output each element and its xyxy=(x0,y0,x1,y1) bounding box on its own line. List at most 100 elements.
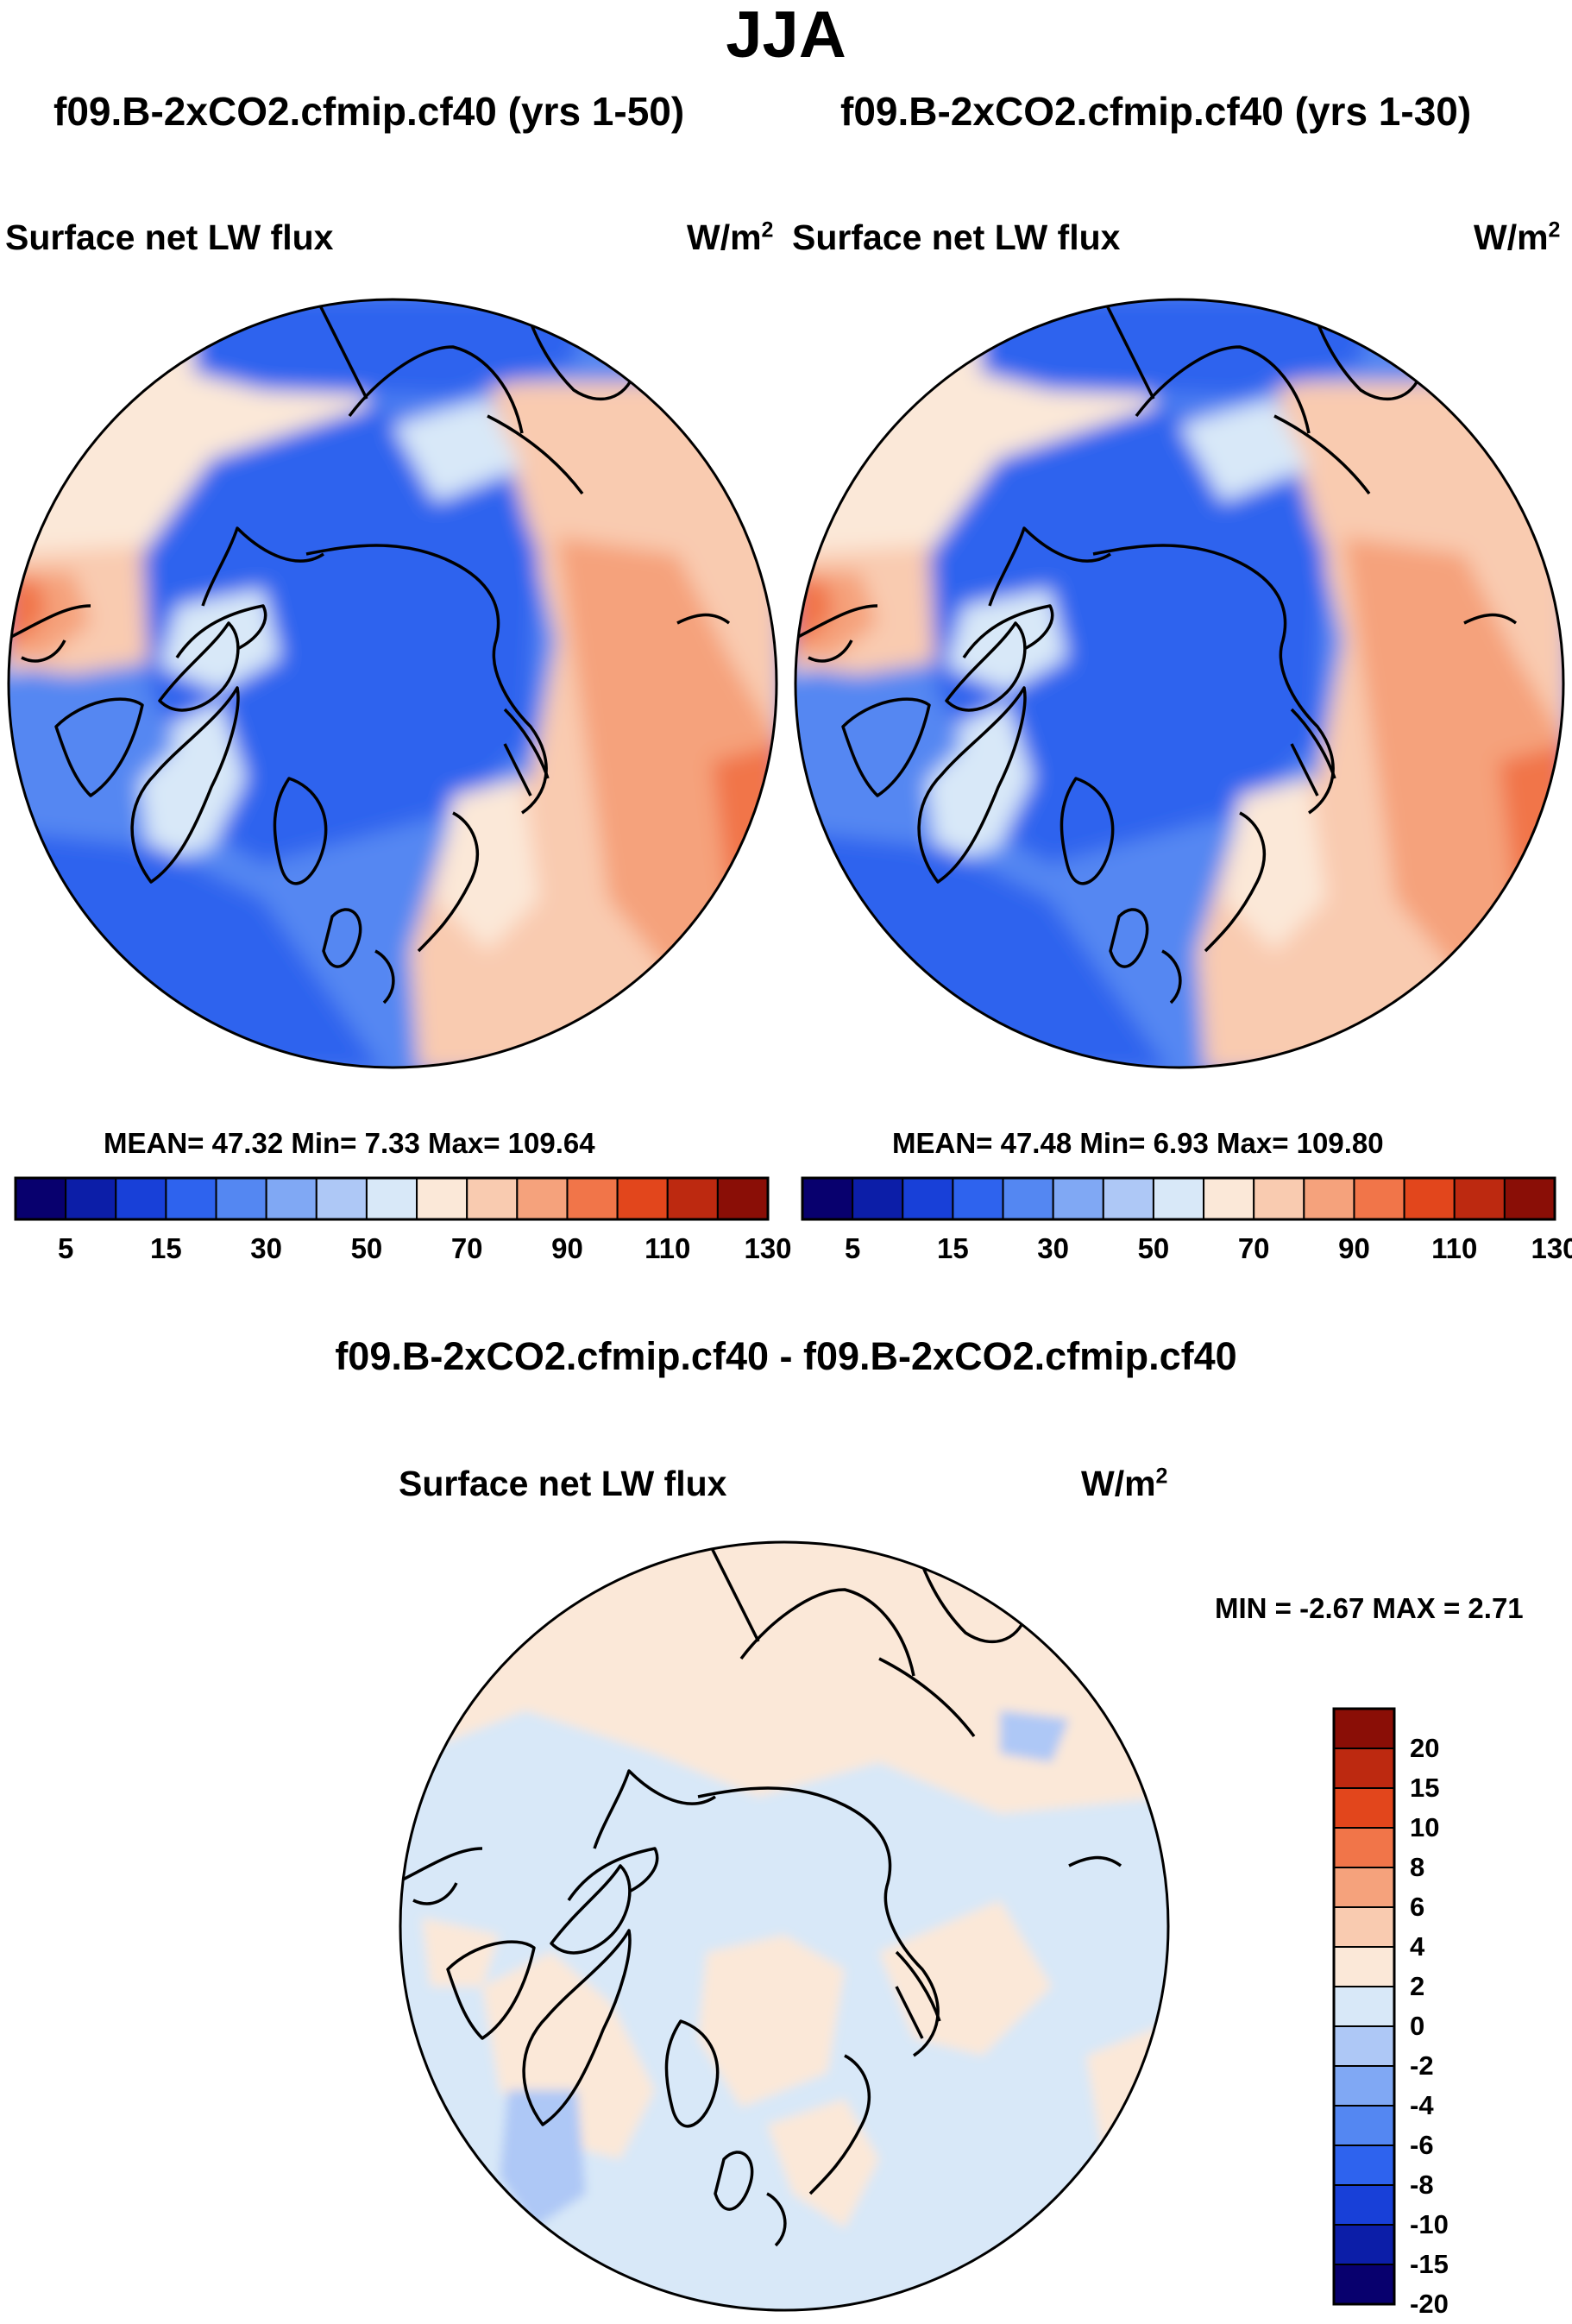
colorbar-swatch xyxy=(265,1177,318,1220)
colorbar-swatch xyxy=(15,1177,67,1220)
colorbar-swatch xyxy=(666,1177,719,1220)
arctic-ocean xyxy=(929,407,1326,865)
colorbar-tick-label: 110 xyxy=(1431,1232,1478,1264)
arctic-ocean xyxy=(142,407,539,865)
colorbar-tick-label: 110 xyxy=(645,1232,691,1264)
colorbar-swatch xyxy=(466,1177,519,1220)
diff-positive-pole xyxy=(698,1935,845,2107)
colorbar-tick-label: 2 xyxy=(1410,1971,1425,2001)
colorbar-tick-label: 50 xyxy=(1137,1232,1170,1264)
diff-positive-1 xyxy=(422,1918,500,1987)
beringia xyxy=(1179,399,1309,502)
colorbar-swatch xyxy=(215,1177,267,1220)
polar-map-1 xyxy=(7,298,778,1069)
diff-negative-2 xyxy=(1000,1710,1069,1762)
colorbar-tick-label: -2 xyxy=(1410,2050,1434,2081)
colorbar-swatch xyxy=(1333,2065,1395,2107)
colorbar-swatch xyxy=(1353,1177,1405,1220)
colorbar-swatch xyxy=(802,1177,854,1220)
colorbar-tick-label: 90 xyxy=(551,1232,583,1264)
colorbar-tick-label: 15 xyxy=(937,1232,969,1264)
scandinavia xyxy=(1223,778,1326,951)
panel-1-stats: MEAN= 47.32 Min= 7.33 Max= 109.64 xyxy=(104,1127,595,1159)
colorbar-tick-label: 15 xyxy=(1410,1773,1440,1803)
colorbar-swatch xyxy=(1333,1748,1395,1789)
colorbar-frame xyxy=(1332,1707,1396,2306)
colorbar-swatch xyxy=(852,1177,904,1220)
colorbar-swatch xyxy=(1333,1906,1395,1948)
diff-positive-scandinavia xyxy=(767,2099,879,2228)
colorbar-swatch xyxy=(1333,1827,1395,1868)
beringia xyxy=(393,399,522,502)
colorbar-swatch xyxy=(65,1177,117,1220)
colorbar-tick-label: -6 xyxy=(1410,2130,1434,2160)
colorbar-swatch xyxy=(1333,1867,1395,1908)
colorbar-tick-label: 0 xyxy=(1410,2011,1425,2041)
difference-title: f09.B-2xCO2.cfmip.cf40 - f09.B-2xCO2.cfm… xyxy=(335,1334,1237,1378)
colorbar-tick-label: -20 xyxy=(1410,2289,1449,2319)
coastlines-diff xyxy=(400,1542,1122,2247)
colorbar-swatch xyxy=(1333,2105,1395,2146)
polar-map-difference xyxy=(399,1540,1170,2312)
colorbar-tick-label: -8 xyxy=(1410,2170,1434,2200)
colorbar-2 xyxy=(801,1176,1556,1221)
colorbar-swatch xyxy=(516,1177,569,1220)
diff-positive-north xyxy=(400,1542,1168,1814)
colorbar-swatch xyxy=(416,1177,468,1220)
colorbar-tick-label: 5 xyxy=(844,1232,861,1264)
panel-1-variable-label: Surface net LW flux xyxy=(5,217,334,257)
colorbar-frame xyxy=(801,1176,1556,1221)
colorbar-swatch xyxy=(115,1177,167,1220)
colorbar-tick-label: -4 xyxy=(1410,2090,1434,2120)
panel-2-units: W/m2 xyxy=(1474,217,1561,257)
panel-2-variable-label: Surface net LW flux xyxy=(792,217,1121,257)
colorbar-swatch xyxy=(1333,2264,1395,2305)
colorbar-swatch xyxy=(1403,1177,1456,1220)
colorbar-tick-label: 30 xyxy=(1037,1232,1070,1264)
colorbar-swatch xyxy=(716,1177,769,1220)
colorbar-swatch xyxy=(365,1177,418,1220)
colorbar-tick-label: 130 xyxy=(1531,1232,1572,1264)
colorbar-tick-label: 4 xyxy=(1410,1931,1425,1962)
colorbar-swatch xyxy=(1333,1708,1395,1749)
colorbar-tick-label: 30 xyxy=(250,1232,283,1264)
colorbar-swatch xyxy=(1002,1177,1054,1220)
panel-1-units: W/m2 xyxy=(687,217,774,257)
colorbar-tick-label: 15 xyxy=(150,1232,182,1264)
colorbar-swatch xyxy=(1333,1787,1395,1829)
colorbar-1 xyxy=(14,1176,770,1221)
panel-1-run-title: f09.B-2xCO2.cfmip.cf40 (yrs 1-50) xyxy=(53,89,685,134)
colorbar-swatch xyxy=(1333,1946,1395,1987)
panel-2-stats: MEAN= 47.48 Min= 6.93 Max= 109.80 xyxy=(892,1127,1384,1159)
diff-positive-siberia xyxy=(879,1900,1052,2056)
colorbar-tick-label: -10 xyxy=(1410,2209,1449,2239)
page-title: JJA xyxy=(726,0,846,72)
coastlines-1 xyxy=(9,299,731,1005)
colorbar-tick-label: 8 xyxy=(1410,1852,1425,1882)
difference-variable-label: Surface net LW flux xyxy=(399,1464,727,1503)
colorbar-tick-label: 130 xyxy=(744,1232,792,1264)
colorbar-swatch xyxy=(1253,1177,1305,1220)
colorbar-swatch xyxy=(902,1177,954,1220)
colorbar-swatch xyxy=(616,1177,669,1220)
colorbar-swatch xyxy=(1203,1177,1255,1220)
colorbar-swatch xyxy=(1303,1177,1355,1220)
scandinavia xyxy=(436,778,539,951)
colorbar-swatch xyxy=(1333,2025,1395,2067)
colorbar-swatch xyxy=(1333,1986,1395,2027)
colorbar-swatch xyxy=(315,1177,368,1220)
colorbar-swatch xyxy=(165,1177,217,1220)
colorbar-swatch xyxy=(1152,1177,1205,1220)
colorbar-swatch xyxy=(1453,1177,1506,1220)
colorbar-tick-label: 5 xyxy=(57,1232,74,1264)
diff-negative-strong xyxy=(500,2090,586,2228)
difference-units: W/m2 xyxy=(1081,1464,1168,1503)
colorbar-swatch xyxy=(1503,1177,1556,1220)
colorbar-tick-label: 6 xyxy=(1410,1892,1425,1922)
colorbar-tick-label: 90 xyxy=(1338,1232,1370,1264)
colorbar-swatch xyxy=(1333,2224,1395,2265)
difference-stats: MIN = -2.67 MAX = 2.71 xyxy=(1215,1592,1524,1624)
colorbar-swatch xyxy=(1052,1177,1104,1220)
colorbar-swatch xyxy=(566,1177,619,1220)
colorbar-tick-label: 50 xyxy=(350,1232,383,1264)
